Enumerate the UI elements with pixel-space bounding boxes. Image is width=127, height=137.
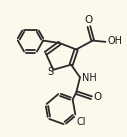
Text: OH: OH [107, 36, 122, 46]
Text: S: S [47, 67, 53, 77]
Text: O: O [84, 15, 92, 25]
Text: O: O [93, 92, 102, 102]
Text: NH: NH [82, 73, 97, 83]
Text: Cl: Cl [77, 117, 86, 127]
